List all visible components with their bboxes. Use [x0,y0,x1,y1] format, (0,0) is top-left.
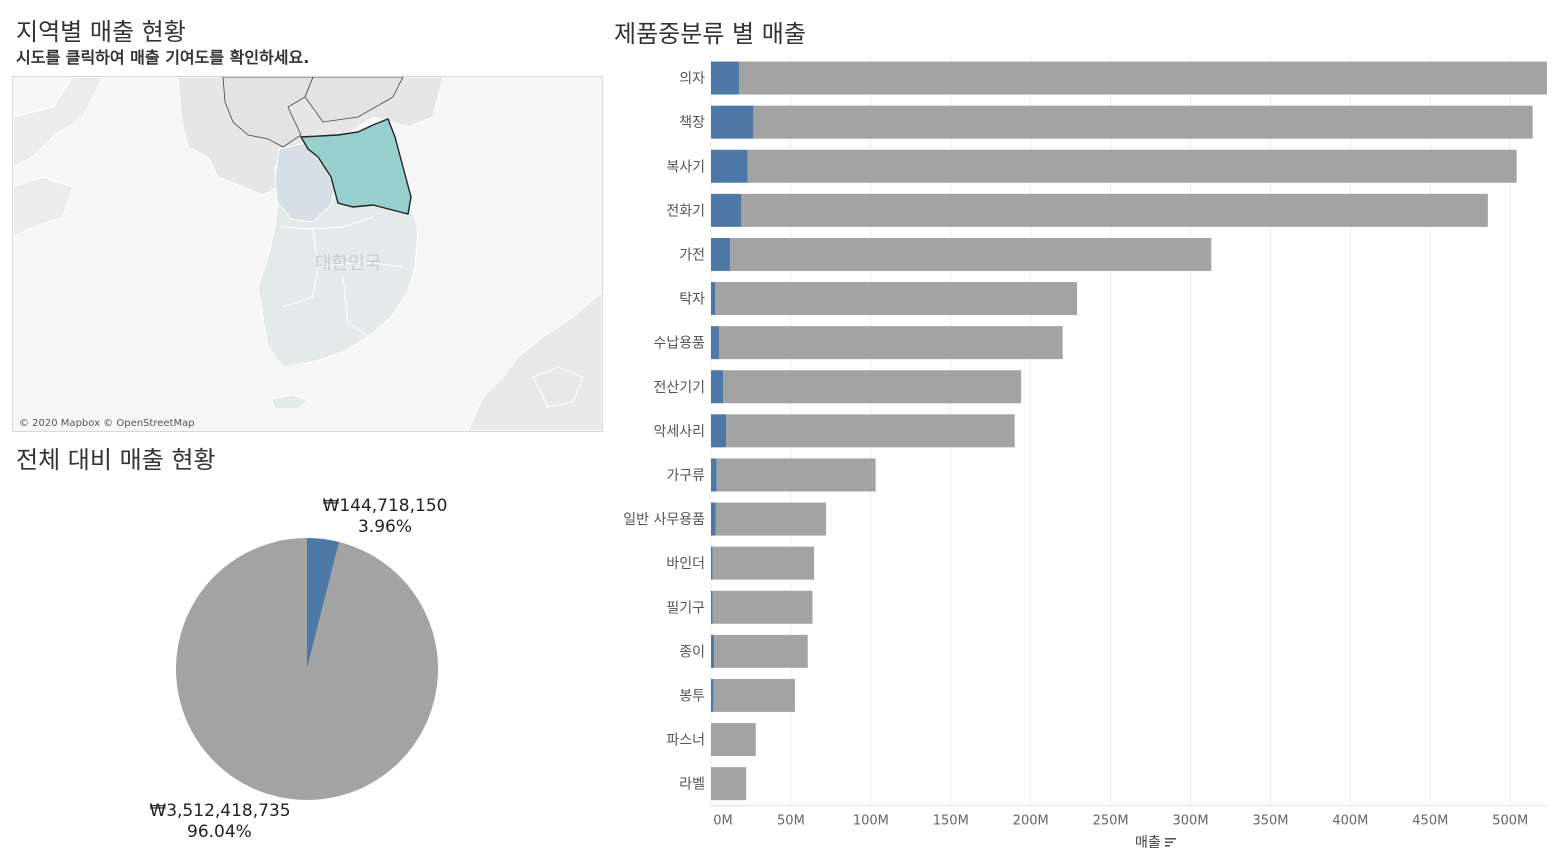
category-label: 전화기 [666,203,705,219]
map-land-japan2 [532,366,584,408]
bar-total-segment[interactable] [738,61,1547,95]
bar-selected-segment[interactable] [711,370,723,404]
bar-total-segment[interactable] [730,237,1212,271]
map-country-label: 대한민국 [315,253,382,274]
category-label: 가전 [679,247,705,263]
category-label: 필기구 [666,600,705,616]
map-province-borders [280,216,404,338]
pie-slice-selected[interactable] [307,538,340,669]
category-label: 바인더 [666,556,705,572]
x-tick-label: 100M [853,814,889,829]
pie-label-selected: ₩144,718,150 3.96% [320,496,450,538]
bar-selected-segment[interactable] [711,678,714,712]
x-tick-label: 150M [933,814,969,829]
category-label: 가구류 [666,468,705,484]
bar-total-segment[interactable] [726,414,1015,448]
category-label: 탁자 [679,292,705,308]
pie-title: 전체 대비 매출 현황 [16,446,216,474]
map-credit[interactable]: © 2020 Mapbox © OpenStreetMap [19,418,195,429]
x-tick-label: 0M [713,814,733,829]
bar-selected-segment[interactable] [711,105,754,139]
bar-selected-segment[interactable] [711,634,715,668]
bar-selected-segment[interactable] [711,458,717,492]
map-land-japan [467,291,602,431]
bar-total-segment[interactable] [716,458,876,492]
category-label: 전산기기 [653,380,705,396]
category-label: 악세사리 [653,424,705,440]
category-label: 라벨 [679,777,705,793]
bar-total-segment[interactable] [715,502,827,536]
x-tick-label: 450M [1412,814,1448,829]
bar-selected-segment[interactable] [711,61,739,95]
region-map[interactable]: 대한민국 © 2020 Mapbox © OpenStreetMap [12,76,603,432]
pie-label-selected-value: ₩144,718,150 [322,496,448,516]
pie-slice-rest[interactable] [176,538,438,800]
bar-selected-segment[interactable] [711,414,727,448]
bar-selected-segment[interactable] [711,590,713,624]
x-tick-label: 400M [1332,814,1368,829]
bar-total-segment[interactable] [711,767,747,801]
map-subtitle: 시도를 클릭하여 매출 기여도를 확인하세요. [16,48,310,67]
category-label: 일반 사무용품 [623,512,705,528]
pie-label-rest-value: ₩3,512,418,735 [149,801,291,821]
bar-selected-segment[interactable] [711,237,731,271]
bar-total-segment[interactable] [711,723,756,757]
bar-total-segment[interactable] [712,590,813,624]
bar-total-segment[interactable] [722,370,1022,404]
bar-title: 제품중분류 별 매출 [614,20,806,48]
bar-selected-segment[interactable] [711,149,748,183]
map-land-west [13,77,104,168]
pie-label-selected-percent: 3.96% [357,517,412,537]
bar-total-segment[interactable] [741,193,1488,227]
category-label: 봉투 [679,688,705,704]
pie-label-rest-percent: 96.04% [187,822,252,842]
sort-descending-icon[interactable] [1164,835,1177,851]
x-tick-label: 50M [777,814,805,829]
map-region-north-korea2 [304,77,404,123]
bar-selected-segment[interactable] [711,502,716,536]
bar-axis-title: 매출 [1135,832,1177,852]
category-label: 복사기 [666,159,705,175]
category-label: 의자 [679,71,705,87]
bar-total-segment[interactable] [713,678,795,712]
category-label: 책장 [679,115,705,131]
bar-total-segment[interactable] [718,326,1063,360]
map-region-gangwon[interactable] [299,118,412,215]
map-title: 지역별 매출 현황 [16,18,186,46]
bar-selected-segment[interactable] [711,282,715,316]
bar-total-segment[interactable] [747,149,1517,183]
x-tick-label: 500M [1492,814,1528,829]
x-tick-label: 200M [1013,814,1049,829]
map-canvas[interactable] [13,77,602,431]
category-label: 파스너 [666,733,705,749]
bar-selected-segment[interactable] [711,193,742,227]
bar-selected-segment[interactable] [711,546,713,580]
bar-total-segment[interactable] [712,546,815,580]
pie-label-rest: ₩3,512,418,735 96.04% [145,801,295,843]
x-tick-label: 300M [1173,814,1209,829]
bar-total-segment[interactable] [714,634,808,668]
x-tick-label: 250M [1093,814,1129,829]
category-label: 수납용품 [653,336,705,352]
category-label: 종이 [679,644,705,660]
x-tick-label: 350M [1252,814,1288,829]
bar-total-segment[interactable] [714,282,1078,316]
bar-total-segment[interactable] [753,105,1533,139]
bar-axis-title-text: 매출 [1135,835,1161,851]
pie-chart[interactable] [167,529,447,809]
map-region-jeju [270,394,309,410]
map-land-west2 [13,176,74,238]
bar-selected-segment[interactable] [711,326,719,360]
